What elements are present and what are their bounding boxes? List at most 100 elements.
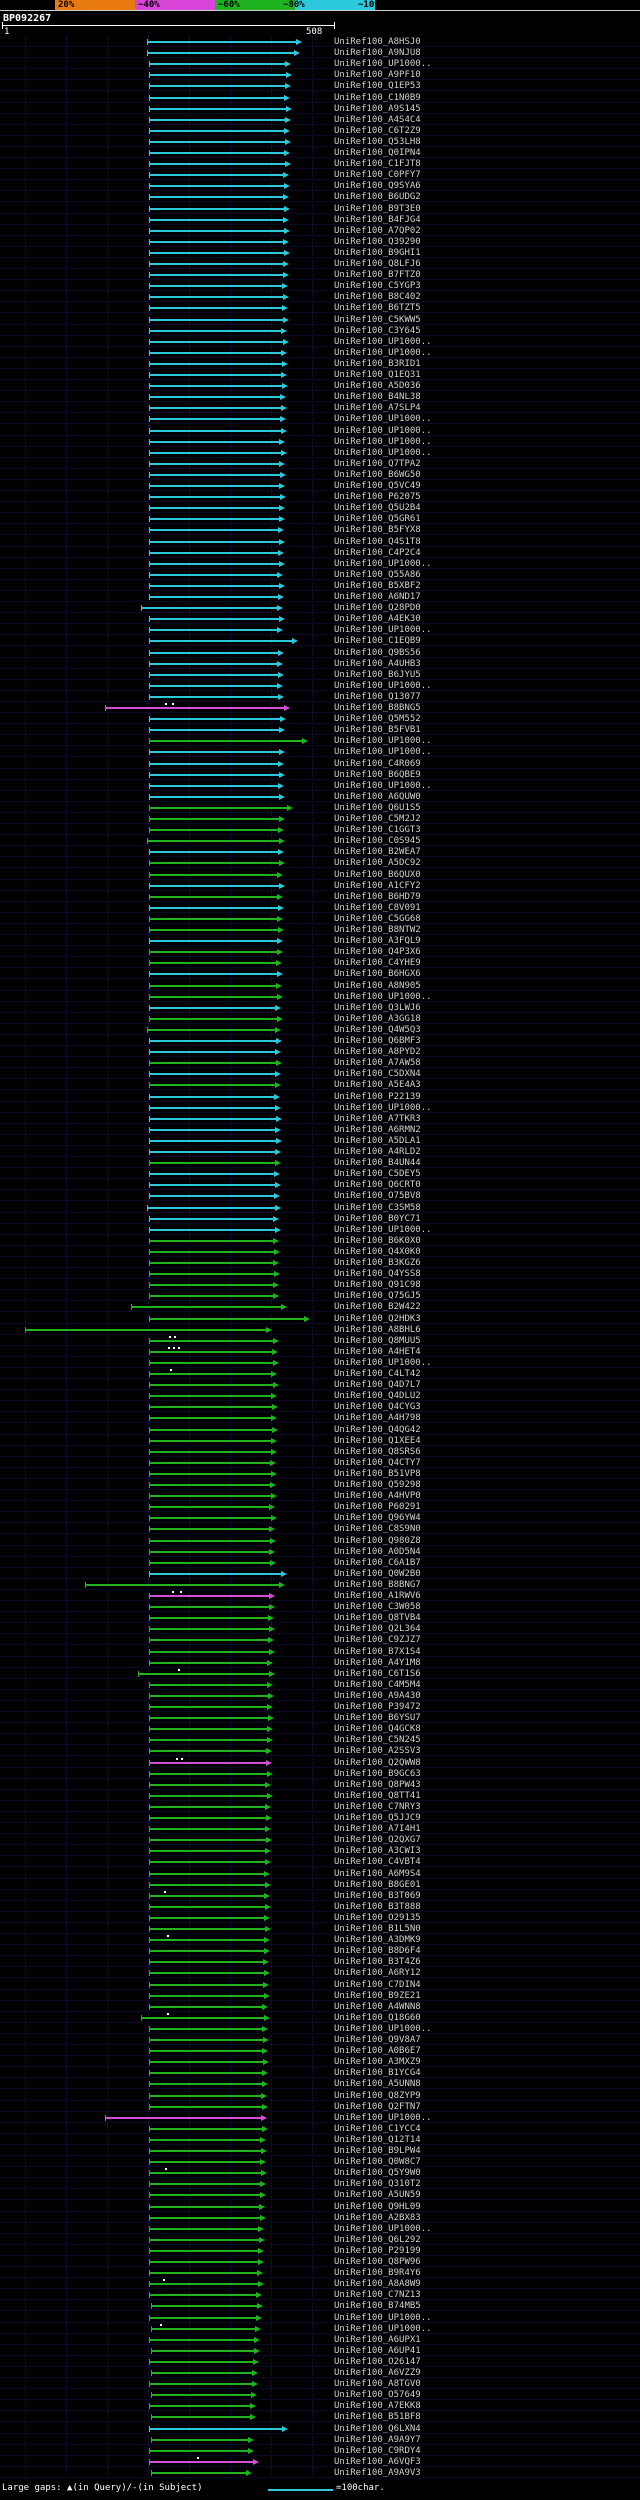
alignment-row[interactable]: UniRef100_Q9V8A7	[0, 2034, 640, 2045]
hit-label[interactable]: UniRef100_A6RY12	[334, 1968, 421, 1978]
alignment-row[interactable]: UniRef100_Q6L292	[0, 2234, 640, 2245]
hit-label[interactable]: UniRef100_A5UNN8	[334, 2079, 421, 2089]
alignment-bar[interactable]	[149, 1961, 263, 1963]
hit-label[interactable]: UniRef100_C5M2J2	[334, 814, 421, 824]
alignment-row[interactable]: UniRef100_UP1000..	[0, 336, 640, 347]
alignment-bar[interactable]	[149, 1262, 273, 1264]
alignment-row[interactable]: UniRef100_A4EK30	[0, 613, 640, 624]
hit-label[interactable]: UniRef100_Q5VC49	[334, 481, 421, 491]
alignment-bar[interactable]	[149, 2239, 259, 2241]
alignment-row[interactable]: UniRef100_A8A8W9	[0, 2278, 640, 2289]
alignment-row[interactable]: UniRef100_B8BNG7	[0, 1579, 640, 1590]
hit-label[interactable]: UniRef100_C1GGT3	[334, 825, 421, 835]
alignment-bar[interactable]	[149, 1762, 266, 1764]
alignment-row[interactable]: UniRef100_B2W422	[0, 1301, 640, 1312]
hit-label[interactable]: UniRef100_C1YCC4	[334, 2124, 421, 2134]
hit-label[interactable]: UniRef100_B1YCG4	[334, 2068, 421, 2078]
alignment-bar[interactable]	[149, 2450, 248, 2452]
hit-label[interactable]: UniRef100_B8BNG5	[334, 703, 421, 713]
alignment-bar[interactable]	[149, 541, 279, 543]
hit-label[interactable]: UniRef100_Q0W8C7	[334, 2157, 421, 2167]
alignment-bar[interactable]	[149, 1839, 266, 1841]
alignment-bar[interactable]	[149, 363, 282, 365]
alignment-row[interactable]: UniRef100_Q6U1S5	[0, 802, 640, 813]
alignment-row[interactable]: UniRef100_A8PYD2	[0, 1046, 640, 1057]
alignment-bar[interactable]	[149, 1939, 264, 1941]
alignment-bar[interactable]	[149, 663, 277, 665]
alignment-bar[interactable]	[149, 996, 277, 998]
alignment-bar[interactable]	[149, 1995, 264, 1997]
hit-label[interactable]: UniRef100_A8BHL6	[334, 1325, 421, 1335]
alignment-row[interactable]: UniRef100_P62075	[0, 491, 640, 502]
alignment-bar[interactable]	[149, 640, 292, 642]
hit-label[interactable]: UniRef100_A4WNN8	[334, 2002, 421, 2012]
alignment-bar[interactable]	[149, 652, 278, 654]
alignment-row[interactable]: UniRef100_B3T4Z6	[0, 1956, 640, 1967]
alignment-bar[interactable]	[149, 1318, 304, 1320]
hit-label[interactable]: UniRef100_C9ZJZ7	[334, 1635, 421, 1645]
alignment-bar[interactable]	[85, 1584, 279, 1586]
alignment-row[interactable]: UniRef100_C4YHE9	[0, 957, 640, 968]
alignment-bar[interactable]	[149, 629, 277, 631]
alignment-bar[interactable]	[105, 2117, 261, 2119]
hit-label[interactable]: UniRef100_A9A430	[334, 1691, 421, 1701]
alignment-row[interactable]: UniRef100_UP1000..	[0, 680, 640, 691]
alignment-bar[interactable]	[149, 862, 279, 864]
alignment-row[interactable]: UniRef100_B6WG50	[0, 469, 640, 480]
alignment-bar[interactable]	[149, 2139, 260, 2141]
alignment-bar[interactable]	[149, 1451, 271, 1453]
hit-label[interactable]: UniRef100_Q8ZYP9	[334, 2091, 421, 2101]
hit-label[interactable]: UniRef100_UP1000..	[334, 59, 432, 69]
alignment-row[interactable]: UniRef100_A1RWV6	[0, 1590, 640, 1601]
alignment-bar[interactable]	[151, 2372, 252, 2374]
alignment-bar[interactable]	[25, 1329, 266, 1331]
alignment-row[interactable]: UniRef100_UP1000..	[0, 1357, 640, 1368]
hit-label[interactable]: UniRef100_Q9SYA6	[334, 181, 421, 191]
hit-label[interactable]: UniRef100_Q91C98	[334, 1280, 421, 1290]
alignment-row[interactable]: UniRef100_A8N905	[0, 980, 640, 991]
alignment-row[interactable]: UniRef100_C3Y645	[0, 325, 640, 336]
alignment-bar[interactable]	[149, 2228, 258, 2230]
alignment-row[interactable]: UniRef100_Q4D7L7	[0, 1379, 640, 1390]
alignment-row[interactable]: UniRef100_B3RID1	[0, 358, 640, 369]
alignment-bar[interactable]	[149, 2106, 262, 2108]
alignment-row[interactable]: UniRef100_Q1EQ31	[0, 369, 640, 380]
alignment-row[interactable]: UniRef100_A2BX83	[0, 2212, 640, 2223]
alignment-row[interactable]: UniRef100_Q9SYA6	[0, 180, 640, 191]
alignment-row[interactable]: UniRef100_A5UN59	[0, 2189, 640, 2200]
alignment-bar[interactable]	[149, 1284, 273, 1286]
alignment-row[interactable]: UniRef100_O57649	[0, 2389, 640, 2400]
alignment-row[interactable]: UniRef100_P39472	[0, 1701, 640, 1712]
alignment-row[interactable]: UniRef100_Q6CRT0	[0, 1179, 640, 1190]
alignment-bar[interactable]	[149, 1861, 265, 1863]
alignment-row[interactable]: UniRef100_A9A9Y7	[0, 2434, 640, 2445]
alignment-bar[interactable]	[149, 174, 283, 176]
alignment-bar[interactable]	[147, 41, 296, 43]
alignment-bar[interactable]	[149, 1362, 273, 1364]
alignment-row[interactable]: UniRef100_Q4X0K0	[0, 1246, 640, 1257]
hit-label[interactable]: UniRef100_A5UN59	[334, 2190, 421, 2200]
alignment-bar[interactable]	[149, 829, 278, 831]
hit-label[interactable]: UniRef100_UP1000..	[334, 1103, 432, 1113]
alignment-bar[interactable]	[149, 1706, 267, 1708]
alignment-bar[interactable]	[149, 97, 284, 99]
alignment-bar[interactable]	[149, 1229, 275, 1231]
hit-label[interactable]: UniRef100_B8NTW2	[334, 925, 421, 935]
alignment-bar[interactable]	[149, 763, 278, 765]
alignment-row[interactable]: UniRef100_C4M5M4	[0, 1679, 640, 1690]
alignment-bar[interactable]	[149, 2150, 261, 2152]
hit-label[interactable]: UniRef100_Q4QG42	[334, 1425, 421, 1435]
alignment-row[interactable]: UniRef100_B9LPW4	[0, 2145, 640, 2156]
hit-label[interactable]: UniRef100_C4LT42	[334, 1369, 421, 1379]
alignment-row[interactable]: UniRef100_A6QUW0	[0, 791, 640, 802]
alignment-bar[interactable]	[149, 185, 284, 187]
alignment-bar[interactable]	[149, 2294, 256, 2296]
alignment-row[interactable]: UniRef100_UP1000..	[0, 746, 640, 757]
alignment-row[interactable]: UniRef100_Q0W2B0	[0, 1568, 640, 1579]
hit-label[interactable]: UniRef100_B6QUX0	[334, 870, 421, 880]
alignment-row[interactable]: UniRef100_UP1000..	[0, 2223, 640, 2234]
alignment-row[interactable]: UniRef100_Q5M552	[0, 713, 640, 724]
alignment-row[interactable]: UniRef100_UP1000..	[0, 780, 640, 791]
hit-label[interactable]: UniRef100_Q5Y9W0	[334, 2168, 421, 2178]
hit-label[interactable]: UniRef100_B0YC71	[334, 1214, 421, 1224]
